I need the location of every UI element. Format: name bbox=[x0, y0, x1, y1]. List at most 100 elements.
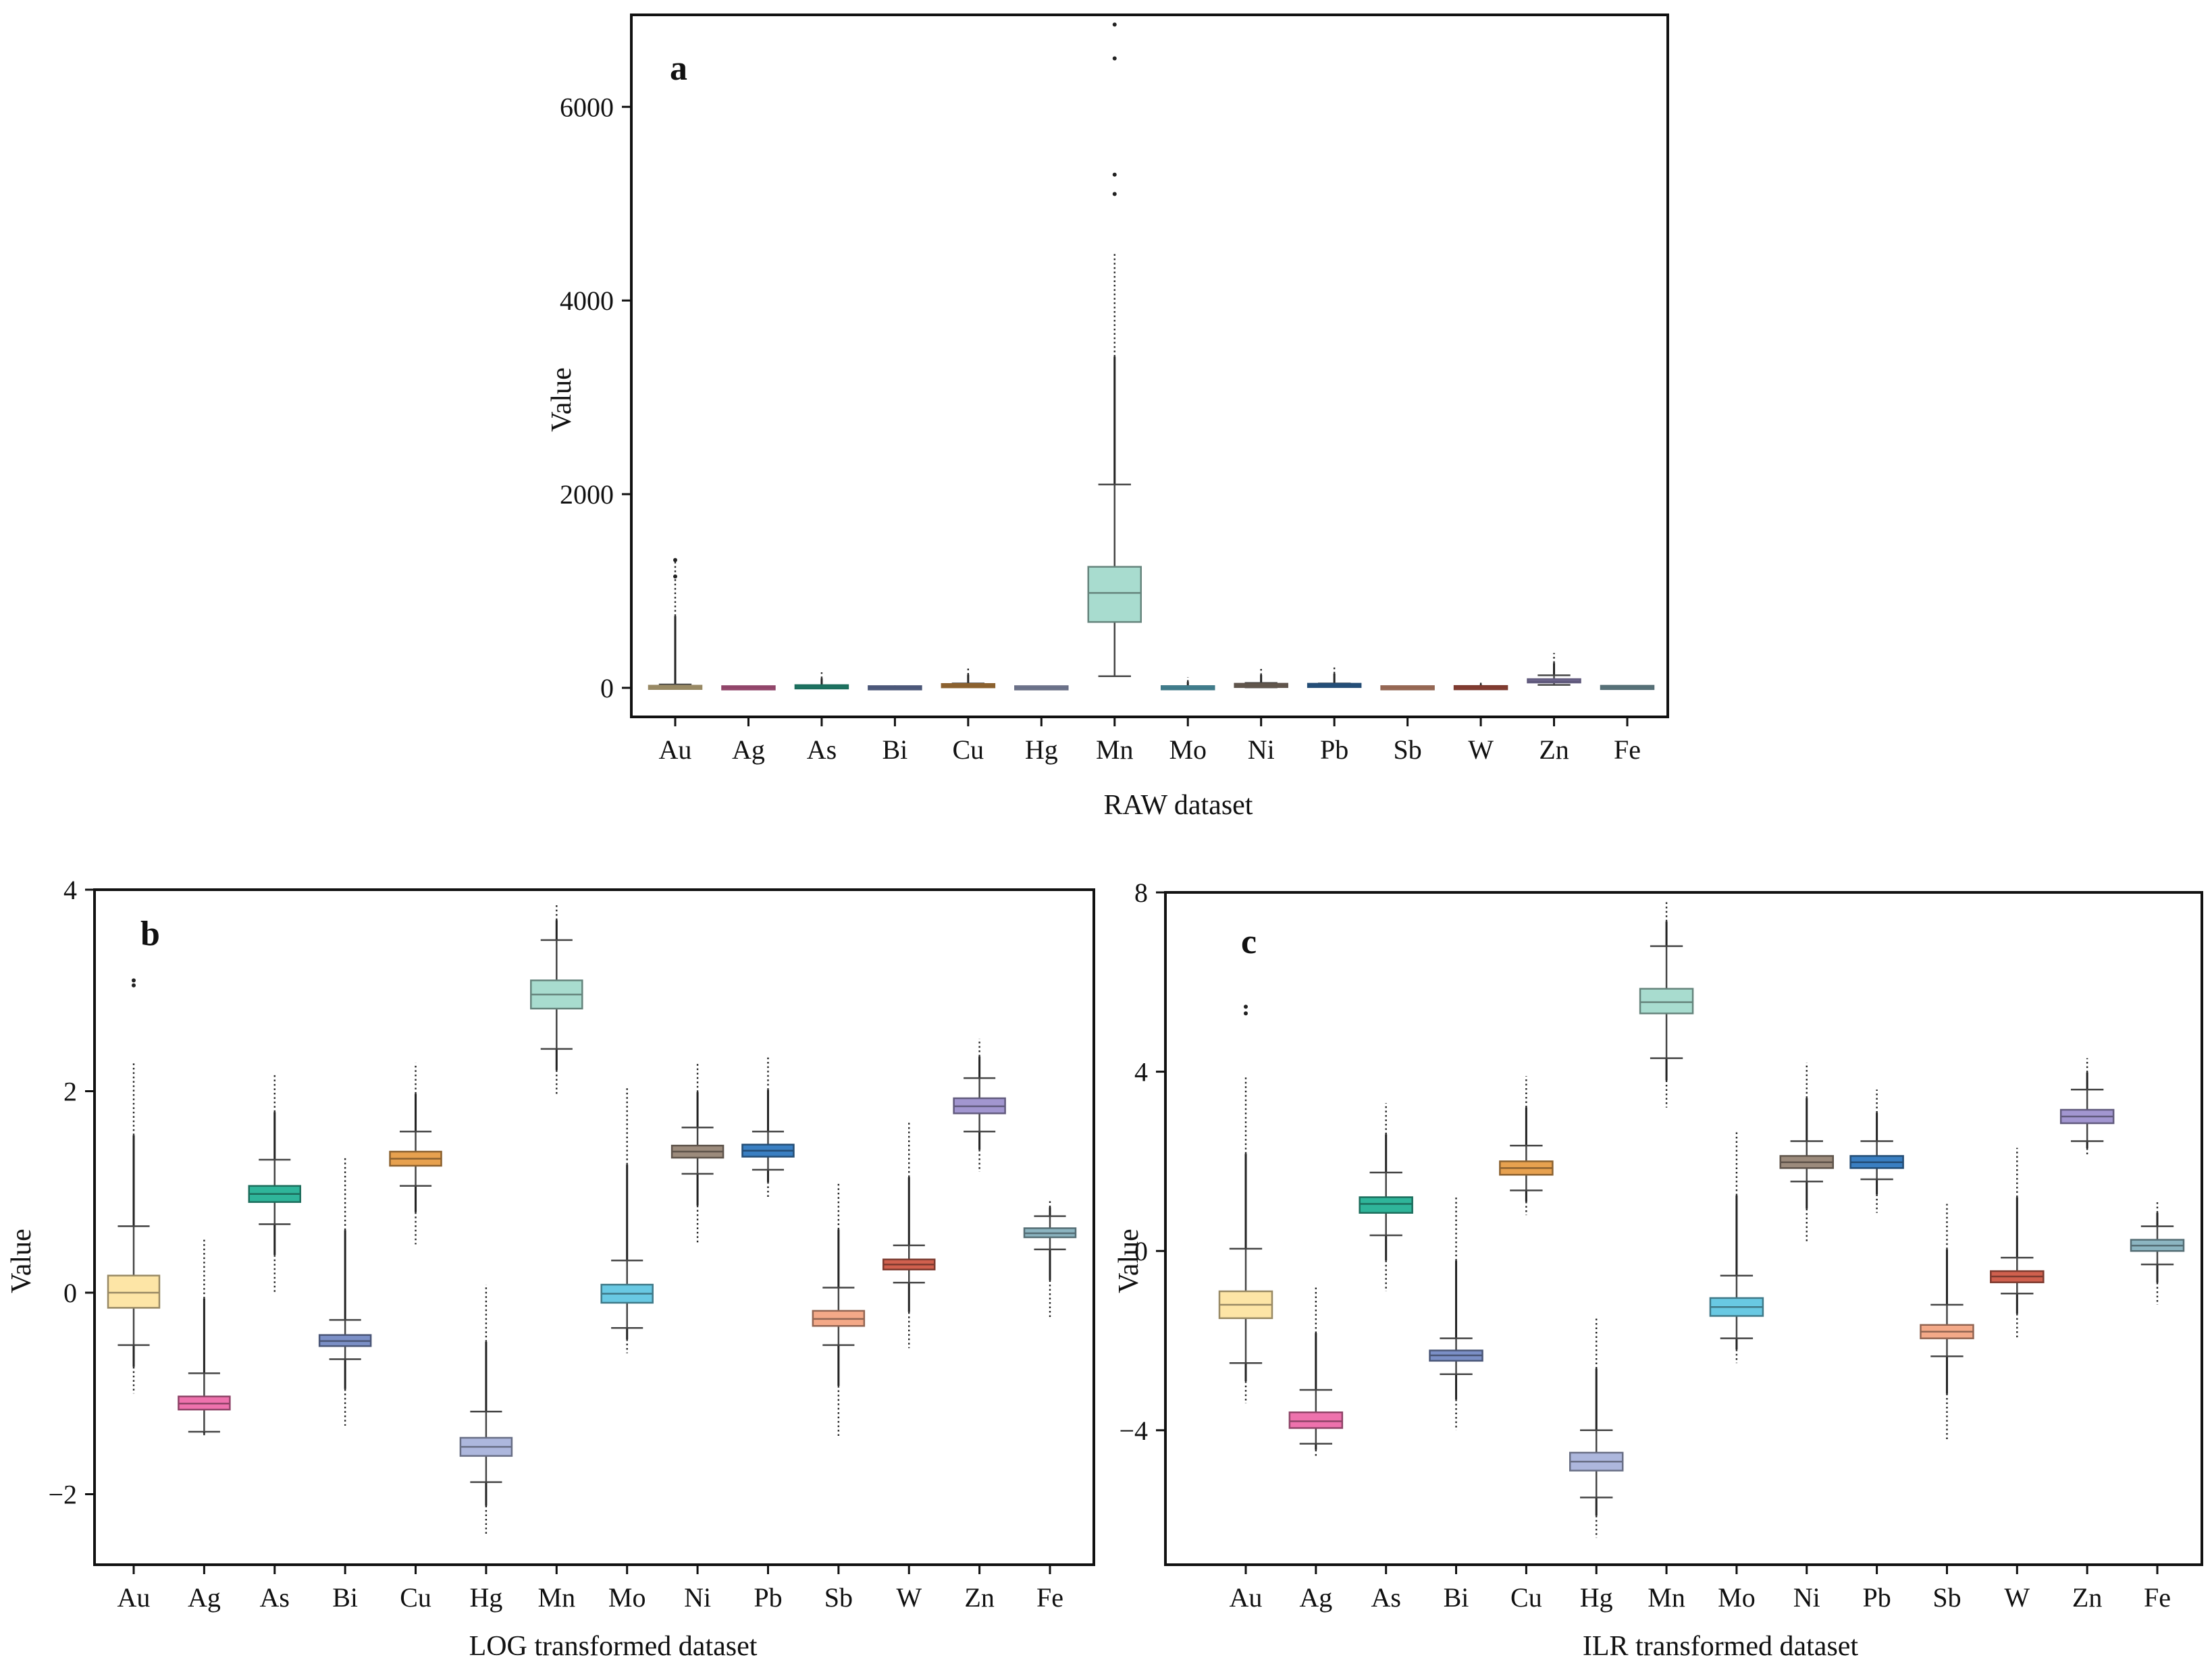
panel-c-x-tick-label: Cu bbox=[1510, 1582, 1542, 1613]
panel-c-ylabel: Value bbox=[1113, 1229, 1144, 1293]
outlier-point bbox=[1244, 1004, 1248, 1009]
panel-b-x-tick-label: Ag bbox=[188, 1582, 221, 1613]
panel-c-box-au bbox=[1218, 1004, 1273, 1403]
panel-a-x-tick-label: Mn bbox=[1096, 734, 1134, 765]
panel-b-y-tick-label: 2 bbox=[63, 1077, 77, 1107]
panel-b-ylabel: Value bbox=[6, 1229, 37, 1293]
panel-b: b LOG transformed dataset Value −2 0 2 4 Au… bbox=[6, 875, 1095, 1662]
panel-b-x-tick-label: Mo bbox=[608, 1582, 646, 1613]
panel-c-boxes bbox=[1218, 901, 2185, 1538]
panel-c-box-mo bbox=[1709, 1129, 1764, 1364]
panel-a-box-cu bbox=[941, 667, 996, 689]
iqr-box bbox=[107, 1274, 161, 1309]
panel-c-frame bbox=[1164, 891, 2203, 1566]
panel-b-x-tick-label: Cu bbox=[400, 1582, 431, 1613]
outlier-point bbox=[1244, 1011, 1248, 1016]
panel-a-y-tick-label: 0 bbox=[600, 673, 614, 703]
panel-b-y-tick-label: 0 bbox=[63, 1278, 77, 1308]
panel-b-x-ticks: Au Ag As Bi Cu Hg Mn Mo Ni Pb Sb W Zn Fe bbox=[117, 1565, 1063, 1613]
panel-b-box-cu bbox=[389, 1062, 442, 1245]
panel-c-box-mn bbox=[1639, 901, 1694, 1108]
panel-a-letter: a bbox=[670, 49, 687, 88]
panel-a-y-tick-label: 4000 bbox=[560, 286, 614, 316]
panel-a-x-tick-label: Sb bbox=[1393, 734, 1421, 765]
panel-b-xlabel: LOG transformed dataset bbox=[469, 1631, 758, 1662]
panel-b-box-sb bbox=[812, 1181, 866, 1436]
panel-c-x-tick-label: Fe bbox=[2144, 1582, 2171, 1613]
panel-c-box-zn bbox=[2059, 1058, 2115, 1157]
panel-c-y-tick-label: 8 bbox=[1134, 878, 1148, 908]
panel-b-boxes bbox=[107, 903, 1077, 1535]
outlier-point bbox=[673, 574, 677, 579]
panel-a-y-tick-label: 6000 bbox=[560, 92, 614, 122]
panel-a-y-tick-label: 2000 bbox=[560, 479, 614, 510]
panel-c-y-tick-label: −4 bbox=[1119, 1416, 1148, 1446]
panel-c-x-tick-label: Sb bbox=[1932, 1582, 1961, 1613]
panel-a-box-hg bbox=[1014, 685, 1069, 691]
panel-b-box-mn bbox=[530, 903, 583, 1096]
panel-a-box-pb bbox=[1307, 665, 1362, 689]
panel-c: c ILR transformed dataset Value −4 0 4 8 Au… bbox=[1113, 878, 2203, 1662]
panel-a-x-tick-label: Pb bbox=[1320, 734, 1348, 765]
panel-c-box-as bbox=[1359, 1103, 1413, 1291]
panel-a-x-tick-label: Cu bbox=[953, 734, 984, 765]
panel-b-y-tick-label: −2 bbox=[48, 1480, 77, 1510]
panel-b-box-ag bbox=[178, 1237, 231, 1436]
iqr-box bbox=[1288, 1411, 1344, 1429]
panel-b-y-ticks: −2 0 2 4 bbox=[48, 875, 95, 1510]
outlier-point bbox=[673, 558, 677, 562]
panel-c-x-tick-label: Bi bbox=[1444, 1582, 1469, 1613]
panel-c-box-hg bbox=[1569, 1318, 1624, 1538]
panel-c-box-pb bbox=[1849, 1089, 1904, 1213]
panel-c-x-tick-label: Au bbox=[1230, 1582, 1263, 1613]
panel-c-box-bi bbox=[1429, 1197, 1483, 1430]
panel-b-box-as bbox=[248, 1073, 302, 1293]
panel-b-box-ni bbox=[670, 1062, 725, 1245]
panel-c-x-tick-label: W bbox=[2004, 1582, 2030, 1613]
outlier-point bbox=[1112, 56, 1117, 61]
panel-c-x-tick-label: As bbox=[1371, 1582, 1400, 1613]
panel-a-x-tick-label: Zn bbox=[1539, 734, 1569, 765]
outlier-point bbox=[132, 978, 136, 983]
iqr-box bbox=[1639, 988, 1694, 1015]
panel-b-box-au bbox=[107, 978, 161, 1394]
panel-c-letter: c bbox=[1241, 923, 1257, 961]
panel-a: a RAW dataset Value 0 2000 4000 6000 Au Ag As… bbox=[546, 14, 1669, 821]
panel-a-box-as bbox=[794, 672, 849, 690]
panel-c-x-tick-label: Hg bbox=[1580, 1582, 1613, 1613]
panel-a-box-ag bbox=[721, 685, 776, 691]
panel-b-x-tick-label: Ni bbox=[684, 1582, 711, 1613]
panel-c-x-tick-label: Mn bbox=[1648, 1582, 1685, 1613]
panel-a-boxes bbox=[648, 22, 1655, 691]
panel-a-x-tick-label: As bbox=[807, 734, 837, 765]
panel-b-y-tick-label: 4 bbox=[63, 875, 77, 905]
panel-a-x-tick-label: Ag bbox=[732, 734, 765, 765]
panel-a-x-tick-label: Mo bbox=[1169, 734, 1207, 765]
panel-a-x-tick-label: Au bbox=[659, 734, 692, 765]
panel-a-x-tick-label: W bbox=[1468, 734, 1494, 765]
panel-c-y-ticks: −4 0 4 8 bbox=[1119, 878, 1165, 1446]
panel-b-box-w bbox=[882, 1121, 936, 1349]
panel-c-y-tick-label: 4 bbox=[1134, 1057, 1148, 1087]
panel-a-frame bbox=[630, 14, 1669, 718]
panel-c-x-tick-label: Mo bbox=[1718, 1582, 1756, 1613]
panel-a-x-tick-label: Fe bbox=[1614, 734, 1641, 765]
panel-c-box-w bbox=[1990, 1148, 2045, 1339]
panel-a-x-tick-label: Hg bbox=[1025, 734, 1058, 765]
outlier-point bbox=[1112, 192, 1117, 196]
panel-b-x-tick-label: Mn bbox=[538, 1582, 576, 1613]
panel-b-x-tick-label: Au bbox=[117, 1582, 151, 1613]
panel-c-box-ag bbox=[1288, 1287, 1344, 1457]
panel-b-box-bi bbox=[318, 1156, 372, 1426]
panel-a-x-ticks: Au Ag As Bi Cu Hg Mn Mo Ni Pb Sb W Zn Fe bbox=[659, 717, 1641, 765]
panel-a-box-ni bbox=[1234, 668, 1288, 689]
panel-b-x-tick-label: Pb bbox=[754, 1582, 782, 1613]
panel-a-xlabel: RAW dataset bbox=[1104, 790, 1253, 821]
panel-b-x-tick-label: Sb bbox=[824, 1582, 853, 1613]
outlier-point bbox=[1112, 22, 1117, 27]
panel-b-x-tick-label: W bbox=[896, 1582, 922, 1613]
panel-b-box-fe bbox=[1023, 1200, 1077, 1318]
panel-a-ylabel: Value bbox=[546, 367, 577, 432]
panel-a-box-sb bbox=[1380, 685, 1435, 691]
outlier-point bbox=[1112, 172, 1117, 177]
